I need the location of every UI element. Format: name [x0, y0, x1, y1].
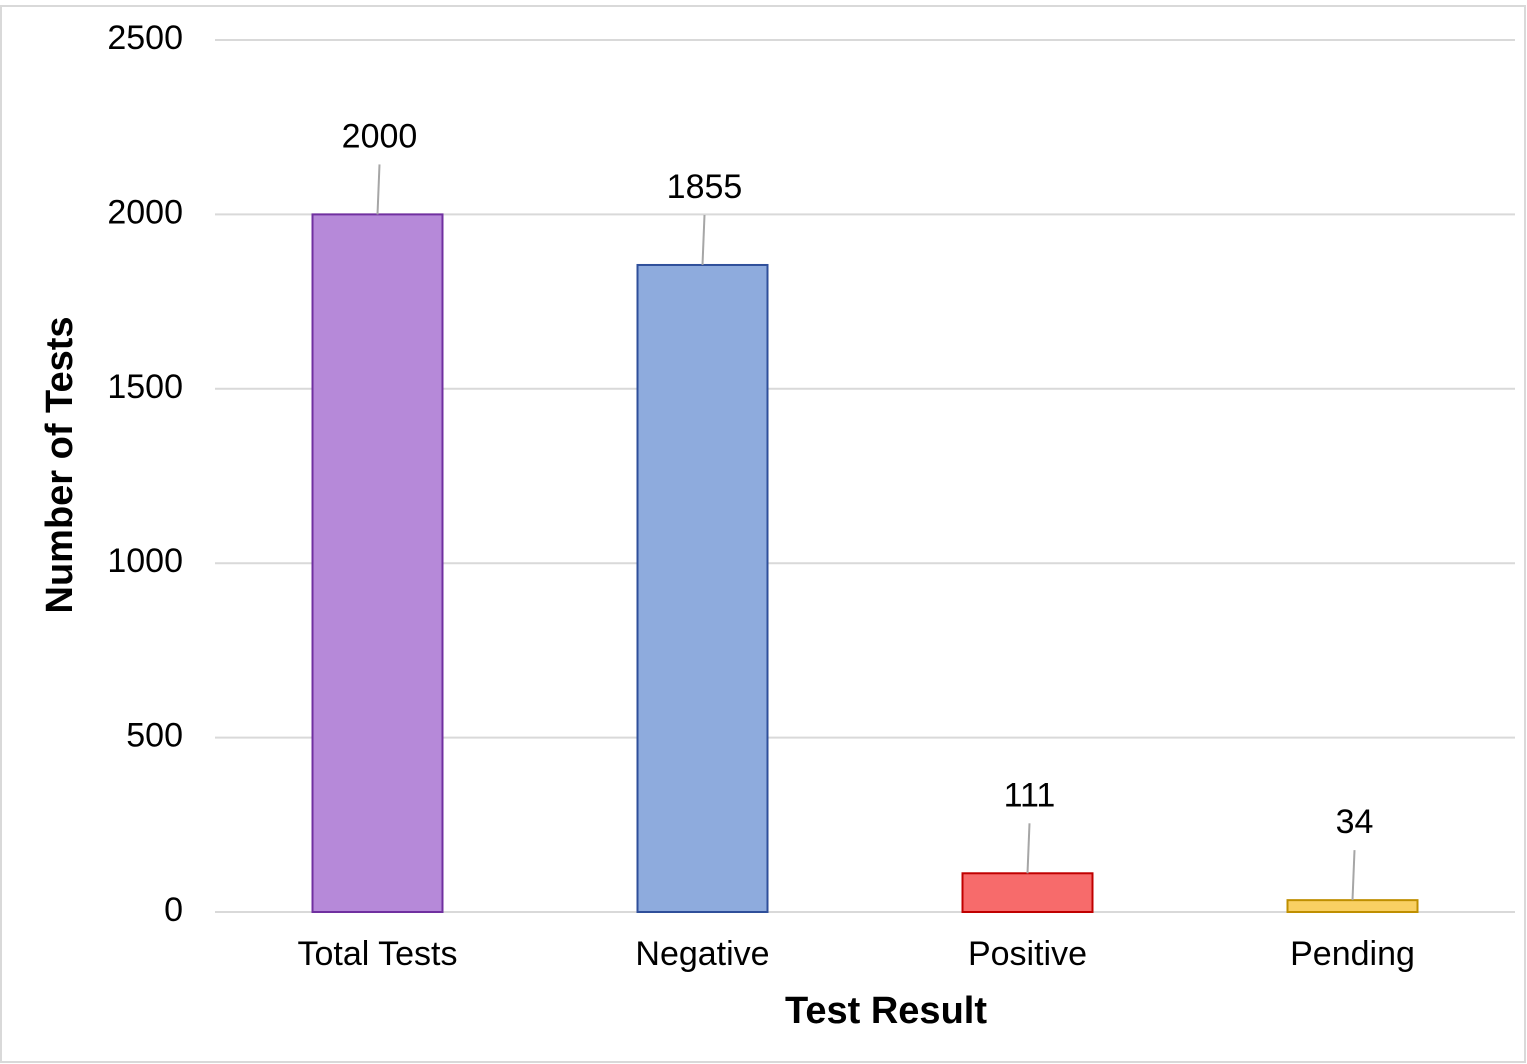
y-tick-label: 2000	[107, 193, 183, 231]
bar	[311, 213, 444, 913]
y-tick-label: 1000	[107, 542, 183, 580]
x-tick-label: Positive	[968, 935, 1087, 973]
leader-line	[376, 164, 381, 215]
leader-line	[1351, 850, 1356, 901]
x-tick-label: Total Tests	[297, 935, 457, 973]
data-label: 34	[1336, 803, 1374, 841]
y-tick-label: 500	[126, 717, 183, 755]
x-tick-label: Pending	[1290, 935, 1415, 973]
y-axis-title: Number of Tests	[39, 316, 81, 613]
bar	[961, 872, 1094, 914]
x-tick-label: Negative	[635, 935, 769, 973]
data-label: 1855	[667, 168, 743, 206]
y-tick-label: 1500	[107, 368, 183, 406]
bar	[636, 263, 769, 913]
data-label: 111	[1004, 776, 1056, 814]
y-tick-label: 0	[164, 891, 183, 929]
data-label: 2000	[342, 117, 418, 155]
y-tick-label: 2500	[107, 19, 183, 57]
leader-line	[1026, 823, 1031, 874]
x-axis-title: Test Result	[785, 990, 987, 1032]
leader-line	[701, 214, 706, 266]
bar	[1286, 899, 1419, 914]
